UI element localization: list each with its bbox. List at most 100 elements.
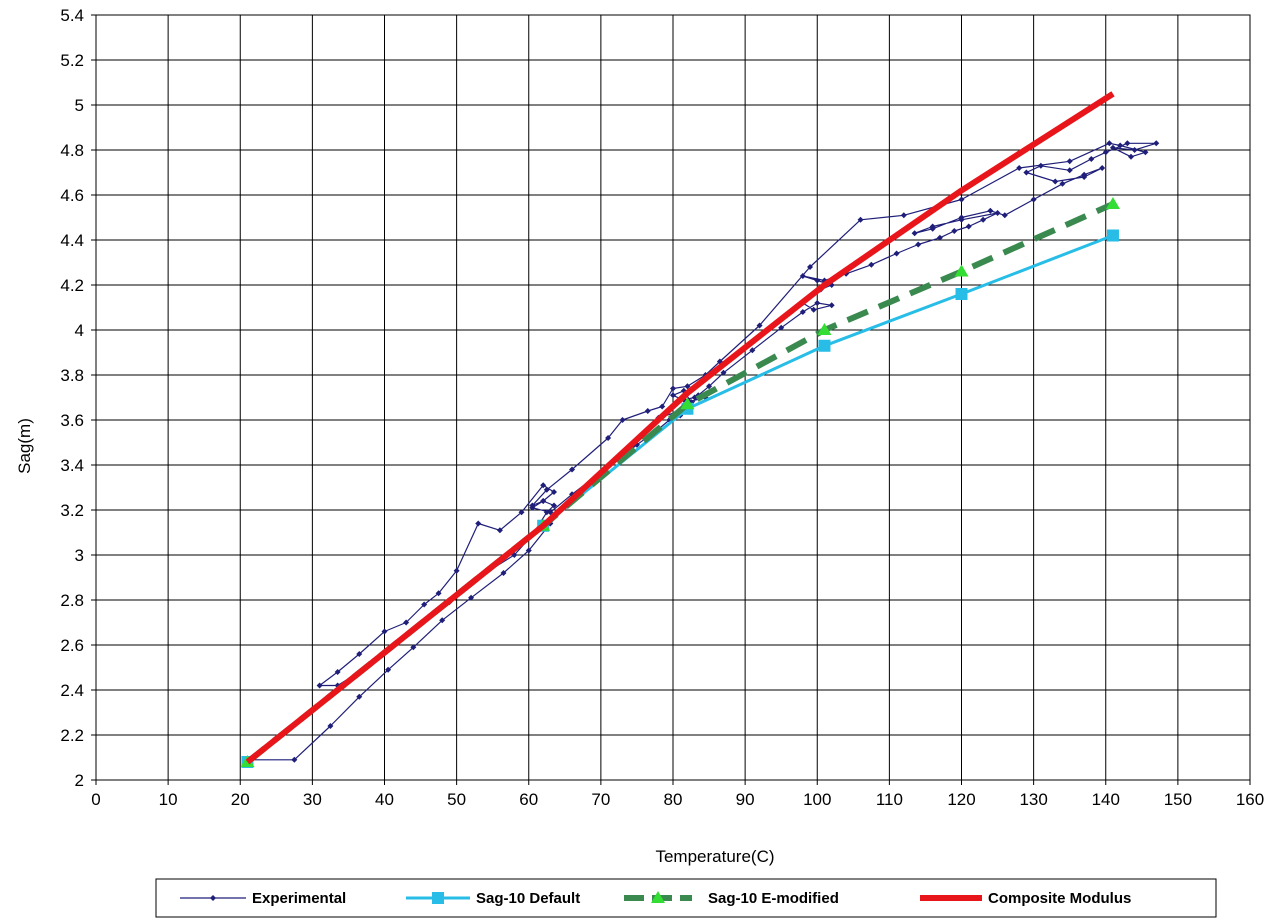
series-0-point-82 [605, 435, 612, 441]
series-1-point-5 [1106, 229, 1119, 242]
series-0-point-2 [327, 723, 334, 729]
grid-lines [91, 14, 1251, 785]
series-0-point-59 [1102, 149, 1109, 156]
y-tick-label-15: 5 [75, 96, 84, 115]
series-0-point-1 [291, 756, 298, 763]
series-0-point-48 [1001, 212, 1008, 219]
series-2-point-4 [954, 264, 969, 277]
series-0-point-89 [518, 509, 525, 516]
series-0-point-44 [911, 230, 918, 237]
x-tick-label-14: 140 [1092, 790, 1120, 809]
series-0-point-5 [410, 644, 417, 651]
series-0-point-69 [1016, 165, 1023, 171]
series-0-point-50 [1059, 180, 1066, 187]
series-0 [244, 140, 1160, 763]
y-tick-label-17: 5.4 [60, 6, 84, 25]
y-tick-label-13: 4.6 [60, 186, 84, 205]
x-tick-label-4: 40 [375, 790, 394, 809]
series-0-point-47 [987, 207, 994, 214]
y-tick-label-14: 4.8 [60, 141, 84, 160]
series-0-point-67 [1106, 140, 1113, 147]
series-0-point-65 [1142, 149, 1149, 156]
x-tick-label-6: 60 [519, 790, 538, 809]
x-tick-label-1: 10 [159, 790, 178, 809]
series-0-point-6 [439, 617, 446, 624]
series-0-point-109 [550, 502, 557, 509]
legend-entry-0: Experimental [180, 890, 346, 907]
series-0-point-26 [810, 306, 817, 313]
series-0-point-38 [951, 228, 958, 234]
x-axis-title: Temperature(C) [655, 847, 774, 866]
series-0-point-110 [540, 498, 547, 504]
series-line-0 [247, 142, 1157, 761]
series-0-point-91 [475, 520, 482, 527]
y-tick-label-4: 2.8 [60, 591, 84, 610]
series-0-point-88 [540, 482, 547, 489]
legend-entry-3: Composite Modulus [920, 890, 1131, 907]
series-layer [240, 91, 1160, 768]
series-0-point-73 [807, 264, 814, 270]
series-0-point-71 [900, 212, 907, 219]
series-0-point-52 [1099, 165, 1106, 171]
x-tick-label-7: 70 [591, 790, 610, 809]
series-0-point-92 [453, 567, 460, 574]
series-line-1 [246, 234, 1114, 764]
x-tick-label-2: 20 [231, 790, 250, 809]
series-0-point-111 [529, 504, 536, 511]
series-0-point-58 [1088, 156, 1095, 162]
series-0-point-90 [496, 527, 503, 534]
series-0-point-83 [569, 466, 576, 473]
series-0-point-78 [670, 385, 676, 392]
legend-entry-2: Sag-10 E-modified [624, 890, 839, 907]
series-0-point-62 [1131, 147, 1138, 153]
series-line-2 [245, 201, 1115, 765]
series-0-point-74 [756, 322, 763, 329]
y-tick-label-5: 3 [75, 546, 84, 565]
series-0-point-49 [1030, 196, 1037, 203]
series-0-point-70 [958, 196, 965, 203]
series-0-point-108 [543, 509, 550, 516]
series-0-point-56 [1037, 162, 1044, 169]
series-0-point-39 [965, 223, 972, 230]
series-0-point-97 [356, 651, 363, 657]
legend-label-1: Sag-10 Default [476, 890, 580, 907]
series-0-point-68 [1066, 158, 1073, 165]
x-tick-label-11: 110 [876, 790, 903, 809]
series-0-point-96 [381, 628, 388, 635]
series-0-point-21 [749, 347, 756, 354]
series-2-point-2 [680, 397, 695, 410]
series-2-point-3 [817, 323, 832, 335]
series-0-point-36 [915, 241, 922, 248]
y-tick-label-1: 2.2 [60, 726, 84, 745]
x-tick-label-15: 150 [1164, 790, 1192, 809]
x-tick-label-8: 80 [664, 790, 683, 809]
x-axis-tick-labels: 0 10 20 30 40 50 60 70 80 90 100 110 120 130 140 150 160 [91, 790, 1264, 809]
series-0-point-19 [706, 383, 713, 390]
x-tick-label-3: 30 [303, 790, 322, 809]
series-0-point-45 [929, 225, 936, 232]
y-tick-label-2: 2.4 [60, 681, 84, 700]
series-0-point-72 [857, 216, 864, 223]
legend-marker-1 [432, 892, 444, 904]
series-0-point-7 [468, 594, 475, 601]
series-0-point-23 [799, 309, 806, 315]
series-0-point-22 [778, 324, 785, 331]
x-tick-label-16: 160 [1236, 790, 1264, 809]
series-0-point-94 [421, 601, 428, 608]
series-0-point-3 [356, 693, 363, 700]
series-1 [241, 229, 1119, 768]
series-0-point-4 [385, 666, 392, 673]
series-0-point-87 [550, 489, 557, 495]
y-tick-label-16: 5.2 [60, 51, 84, 70]
series-3 [245, 91, 1115, 765]
y-axis-title: Sag(m) [15, 418, 34, 474]
series-0-point-20 [720, 369, 727, 376]
y-tick-label-7: 3.4 [60, 456, 84, 475]
legend-label-0: Experimental [252, 890, 346, 907]
series-0-point-9 [525, 547, 532, 554]
series-0-point-95 [403, 619, 410, 626]
legend-marker-2 [651, 891, 665, 903]
series-0-point-35 [893, 250, 900, 257]
series-0-point-31 [799, 273, 806, 279]
